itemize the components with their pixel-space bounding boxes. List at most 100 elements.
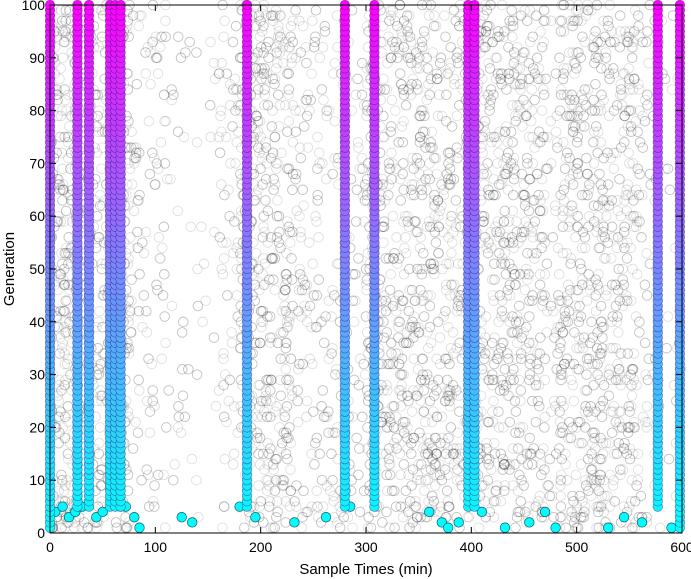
background-point xyxy=(358,485,370,497)
background-point xyxy=(575,121,587,132)
background-point xyxy=(127,10,139,21)
background-point xyxy=(512,485,524,497)
background-point xyxy=(251,427,263,438)
background-point xyxy=(512,63,523,74)
background-point xyxy=(532,395,544,407)
background-point xyxy=(561,110,573,122)
background-point xyxy=(590,52,601,64)
background-point xyxy=(627,41,639,53)
background-point xyxy=(509,78,521,90)
background-point xyxy=(433,459,445,470)
background-point xyxy=(295,226,306,238)
background-point xyxy=(414,131,426,143)
background-point xyxy=(312,195,323,206)
background-point xyxy=(338,511,350,523)
background-point xyxy=(509,168,520,180)
background-point xyxy=(596,453,607,465)
background-point xyxy=(255,41,267,53)
background-point xyxy=(220,131,232,143)
background-point xyxy=(253,379,264,391)
background-point xyxy=(130,152,142,164)
background-point xyxy=(598,195,609,206)
background-point xyxy=(599,490,610,502)
background-point xyxy=(420,173,431,185)
background-point xyxy=(481,453,492,465)
background-point xyxy=(355,353,366,365)
background-point xyxy=(147,36,158,48)
background-point xyxy=(130,416,141,428)
background-point xyxy=(228,84,239,95)
background-point xyxy=(552,242,564,254)
background-point xyxy=(442,173,454,185)
background-point xyxy=(565,432,577,444)
background-point xyxy=(497,464,508,475)
background-point xyxy=(556,422,568,433)
background-point xyxy=(622,237,633,248)
background-point xyxy=(521,321,532,333)
background-point xyxy=(520,216,531,227)
background-point xyxy=(523,131,535,143)
background-point xyxy=(172,126,184,137)
background-point xyxy=(502,284,514,296)
background-point xyxy=(213,131,224,143)
background-point xyxy=(405,36,417,48)
background-point xyxy=(624,78,635,90)
background-point xyxy=(275,443,287,454)
background-point xyxy=(602,237,613,248)
background-point xyxy=(386,485,398,497)
background-point xyxy=(490,496,502,507)
background-point xyxy=(504,237,515,248)
background-point xyxy=(571,47,582,58)
background-point xyxy=(390,163,402,174)
background-point xyxy=(283,221,295,233)
background-point xyxy=(577,274,588,285)
background-point xyxy=(271,453,282,465)
background-point xyxy=(380,411,391,423)
background-point xyxy=(442,469,453,481)
background-point xyxy=(308,406,319,417)
background-point xyxy=(395,369,406,380)
background-point xyxy=(577,437,588,449)
background-point xyxy=(540,73,551,85)
background-point xyxy=(507,100,518,111)
background-point xyxy=(419,485,430,497)
background-point xyxy=(637,110,648,122)
background-point xyxy=(584,337,596,349)
background-point xyxy=(642,416,654,428)
background-point xyxy=(641,247,652,259)
background-point xyxy=(400,247,412,259)
background-point xyxy=(59,84,70,95)
background-point xyxy=(295,47,307,58)
background-point xyxy=(554,52,565,64)
background-point xyxy=(218,348,229,359)
background-point xyxy=(259,226,270,238)
background-point xyxy=(625,369,636,380)
background-point xyxy=(413,327,424,338)
background-point xyxy=(442,68,453,79)
background-point xyxy=(509,163,520,174)
background-point xyxy=(596,411,608,423)
background-point xyxy=(263,36,274,48)
background-point xyxy=(519,195,531,206)
background-point xyxy=(523,57,535,69)
background-point xyxy=(575,311,587,322)
background-point xyxy=(384,469,396,481)
background-point xyxy=(451,142,463,153)
background-point xyxy=(414,168,425,180)
background-point xyxy=(555,501,567,512)
background-point xyxy=(406,437,417,449)
background-point xyxy=(491,226,502,238)
background-point xyxy=(125,327,137,338)
background-point xyxy=(621,253,633,264)
background-point xyxy=(628,416,640,428)
background-point xyxy=(428,195,440,206)
background-point xyxy=(432,316,444,328)
background-point xyxy=(538,15,550,27)
background-point xyxy=(263,480,275,491)
background-point xyxy=(449,78,460,90)
background-point xyxy=(555,337,566,349)
background-point xyxy=(271,401,282,412)
background-point xyxy=(166,84,177,95)
background-point xyxy=(487,290,499,301)
background-point xyxy=(282,68,293,79)
